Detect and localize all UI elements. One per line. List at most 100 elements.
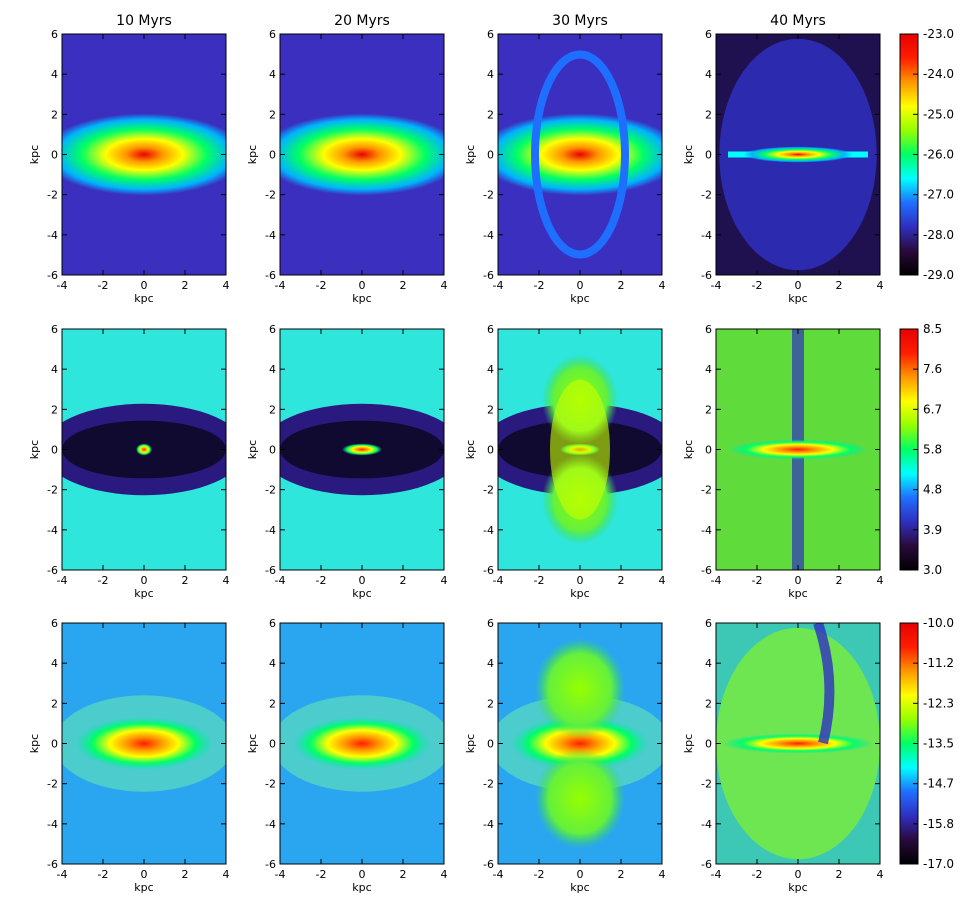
colorbar-tick-label: 3.9 <box>923 523 942 537</box>
y-tick-label: 6 <box>51 28 58 41</box>
y-tick-label: -2 <box>265 484 276 497</box>
colorbar-row-1: -23.0 -24.0 -25.0 -26.0 -27.0 -28.0 -29.0 <box>899 27 954 282</box>
y-tick-label: 0 <box>705 149 712 162</box>
colorbar-tick-label: -25.0 <box>923 107 954 121</box>
x-tick-label: 2 <box>182 574 189 587</box>
y-tick-label: 6 <box>269 28 276 41</box>
colorbar-tick-label: -13.5 <box>923 737 954 751</box>
y-tick-label: -2 <box>47 484 58 497</box>
column-title-3: 30 Myrs <box>552 13 608 29</box>
y-axis-label: kpc <box>28 145 41 164</box>
y-tick-label: 0 <box>269 738 276 751</box>
x-tick-label: -4 <box>57 279 68 292</box>
y-tick-label: 6 <box>705 617 712 630</box>
y-tick-label: 0 <box>269 444 276 457</box>
colorbar-row-3: -10.0 -11.2 -12.3 -13.5 -14.7 -15.8 -17.0 <box>899 616 954 871</box>
x-tick-label: 4 <box>659 868 666 881</box>
x-tick-label: 2 <box>836 279 843 292</box>
y-axis-label: kpc <box>28 734 41 753</box>
x-tick-label: -2 <box>752 279 763 292</box>
colorbar-tick-label: 7.6 <box>923 362 942 376</box>
y-tick-label: 2 <box>705 108 712 121</box>
x-tick-label: 2 <box>400 868 407 881</box>
x-tick-label: 2 <box>182 279 189 292</box>
y-tick-label: -4 <box>265 524 276 537</box>
y-tick-label: 0 <box>487 738 494 751</box>
y-tick-label: -2 <box>701 484 712 497</box>
y-tick-label: 4 <box>487 657 494 670</box>
y-tick-label: 4 <box>487 363 494 376</box>
colorbar-tick-label: 3.0 <box>923 563 942 577</box>
x-tick-label: 0 <box>359 574 366 587</box>
y-tick-label: -6 <box>265 564 276 577</box>
y-axis-label: kpc <box>682 734 695 753</box>
x-tick-label: 0 <box>795 868 802 881</box>
colorbar-tick-label: -28.0 <box>923 228 954 242</box>
y-tick-label: 6 <box>51 617 58 630</box>
y-tick-label: -6 <box>47 858 58 871</box>
y-tick-label: -6 <box>47 269 58 282</box>
x-axis-label: kpc <box>352 292 371 305</box>
y-tick-label: -2 <box>47 778 58 791</box>
x-tick-label: 2 <box>400 574 407 587</box>
x-tick-label: 4 <box>877 868 884 881</box>
x-axis-label: kpc <box>570 881 589 894</box>
y-tick-label: 2 <box>269 697 276 710</box>
y-tick-label: -4 <box>47 818 58 831</box>
x-tick-label: -4 <box>711 279 722 292</box>
y-tick-label: 0 <box>51 444 58 457</box>
y-tick-label: 4 <box>705 363 712 376</box>
y-tick-label: 4 <box>705 657 712 670</box>
y-tick-label: 6 <box>705 323 712 336</box>
x-tick-label: 0 <box>795 279 802 292</box>
x-tick-label: -2 <box>316 868 327 881</box>
x-tick-label: 2 <box>182 868 189 881</box>
y-tick-label: -2 <box>265 778 276 791</box>
x-tick-label: 4 <box>441 574 448 587</box>
x-tick-label: -2 <box>534 868 545 881</box>
y-tick-label: -2 <box>701 778 712 791</box>
y-tick-label: -4 <box>701 229 712 242</box>
x-tick-label: 2 <box>618 868 625 881</box>
colorbar-row-2: 8.5 7.6 6.7 5.8 4.8 3.9 3.0 <box>899 322 942 577</box>
y-tick-label: 6 <box>269 617 276 630</box>
y-tick-label: 6 <box>487 617 494 630</box>
y-tick-label: 6 <box>269 323 276 336</box>
x-tick-label: 0 <box>577 574 584 587</box>
x-tick-label: -4 <box>493 574 504 587</box>
x-axis-label: kpc <box>788 292 807 305</box>
column-title-2: 20 Myrs <box>334 13 390 29</box>
y-tick-label: 2 <box>487 108 494 121</box>
y-tick-label: -6 <box>701 269 712 282</box>
column-title-1: 10 Myrs <box>116 13 172 29</box>
y-tick-label: -4 <box>47 524 58 537</box>
y-tick-label: -2 <box>47 189 58 202</box>
x-tick-label: 2 <box>836 868 843 881</box>
y-axis-label: kpc <box>246 145 259 164</box>
y-tick-label: -6 <box>47 564 58 577</box>
x-tick-label: 4 <box>223 279 230 292</box>
x-tick-label: -4 <box>711 868 722 881</box>
y-tick-label: 0 <box>705 738 712 751</box>
y-tick-label: 4 <box>269 657 276 670</box>
y-tick-label: -2 <box>701 189 712 202</box>
x-tick-label: -2 <box>752 574 763 587</box>
y-tick-label: -4 <box>701 524 712 537</box>
colorbar-tick-label: -27.0 <box>923 188 954 202</box>
x-axis-label: kpc <box>352 881 371 894</box>
y-tick-label: 0 <box>269 149 276 162</box>
y-tick-label: -4 <box>483 524 494 537</box>
colorbar-tick-label: 4.8 <box>923 483 942 497</box>
y-tick-label: 4 <box>51 363 58 376</box>
y-axis-label: kpc <box>246 440 259 459</box>
y-tick-label: -4 <box>701 818 712 831</box>
